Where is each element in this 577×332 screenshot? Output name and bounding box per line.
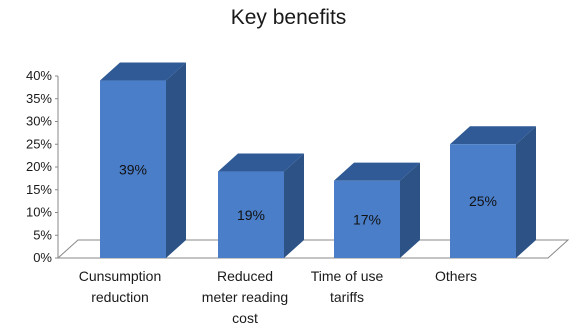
bar-2: 19% — [218, 153, 304, 258]
y-tick-label: 35% — [26, 91, 52, 106]
bar-1: 39% — [100, 62, 186, 258]
y-tick-label: 40% — [26, 68, 52, 83]
y-tick-label: 10% — [26, 205, 52, 220]
y-tick-label: 15% — [26, 182, 52, 197]
bar-3: 17% — [334, 162, 420, 258]
bar-front — [218, 171, 284, 258]
data-label: 25% — [469, 193, 497, 209]
x-category-label: Others — [435, 268, 477, 284]
bars: 39% 19% 17% 25% — [100, 62, 536, 258]
bar-side — [400, 162, 420, 258]
data-label: 39% — [119, 161, 147, 177]
y-tick-label: 20% — [26, 159, 52, 174]
x-category-label: Cunsumption reduction — [79, 268, 162, 305]
y-tick-label: 25% — [26, 136, 52, 151]
y-tick-label: 5% — [33, 227, 52, 242]
bar-side — [516, 126, 536, 258]
bar-front — [450, 144, 516, 258]
chart-title: Key benefits — [230, 6, 347, 29]
y-axis: 0% 5% 10% 15% 20% 25% 30% 35% 40% — [26, 68, 59, 265]
bar-side — [166, 62, 186, 258]
x-axis-labels: Cunsumption reduction Reduced meter reading… — [79, 268, 477, 326]
bar-top — [218, 153, 304, 172]
bar-front — [334, 180, 400, 258]
x-category-label: Time of use tariffs — [311, 268, 384, 305]
bar-side — [284, 153, 304, 258]
y-tick-label: 0% — [33, 250, 52, 265]
data-label: 19% — [237, 207, 265, 223]
bar-top — [450, 126, 536, 145]
data-label: 17% — [353, 211, 381, 227]
x-category-label: Reduced meter reading cost — [202, 268, 288, 326]
bar-4: 25% — [450, 126, 536, 258]
bar-front — [100, 80, 166, 258]
bar-top — [334, 162, 420, 181]
y-tick-label: 30% — [26, 114, 52, 129]
bar-top — [100, 62, 186, 81]
